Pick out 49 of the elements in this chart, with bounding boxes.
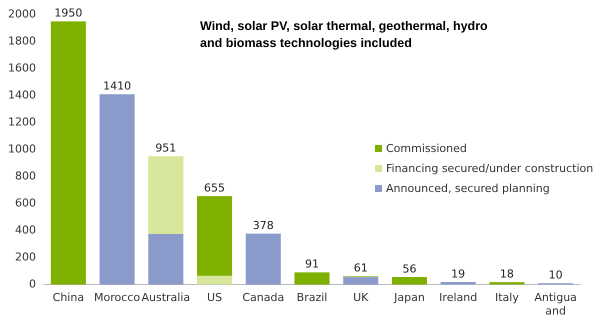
x-tick-label: UK xyxy=(353,291,370,304)
total-label: 1950 xyxy=(54,6,82,20)
total-label: 61 xyxy=(354,262,368,275)
annotation: Wind, solar PV, solar thermal, geothermal, hydro and biomass technologies included xyxy=(200,18,489,52)
total-label: 951 xyxy=(155,142,176,155)
total-label: 378 xyxy=(252,218,274,232)
legend-label: Announced, secured planning xyxy=(386,182,550,194)
x-tick-label: China xyxy=(52,291,84,304)
legend-label: Commissioned xyxy=(386,142,467,154)
bar xyxy=(50,21,86,285)
bar xyxy=(148,156,184,234)
x-tick-label: Italy xyxy=(494,291,520,304)
bar xyxy=(246,234,281,285)
y-tick-label: 0 xyxy=(28,277,36,290)
total-label: 56 xyxy=(402,262,416,276)
bar xyxy=(197,196,232,276)
bar xyxy=(440,282,476,285)
y-tick-label: 200 xyxy=(14,250,36,264)
x-tick-label: Canada xyxy=(242,291,284,304)
y-tick-label: 1200 xyxy=(8,115,36,128)
x-tick-label: Ireland xyxy=(439,291,478,304)
total-label: 10 xyxy=(548,268,563,282)
total-label: 19 xyxy=(451,267,466,280)
x-tick-label: Morocco xyxy=(94,291,140,304)
y-tick-label: 800 xyxy=(14,169,36,182)
x-tick-label: US xyxy=(207,291,222,304)
total-label: 91 xyxy=(304,258,319,271)
bar xyxy=(392,277,427,285)
x-tick-label: Antigua and xyxy=(534,291,577,318)
bar xyxy=(489,282,524,285)
y-tick-label: 400 xyxy=(14,223,36,236)
y-tick-label: 1400 xyxy=(8,88,36,102)
x-tick-label: Brazil xyxy=(296,291,328,304)
total-label: 655 xyxy=(204,182,226,195)
y-tick-label: 600 xyxy=(14,196,36,210)
bar xyxy=(148,234,184,285)
bar xyxy=(343,277,378,285)
y-tick-label: 1800 xyxy=(8,34,36,48)
bar xyxy=(294,272,330,285)
x-tick-label: Australia xyxy=(141,291,190,304)
legend-label: Financing secured/under construction xyxy=(386,162,594,174)
y-tick-label: 1000 xyxy=(8,142,36,156)
bar xyxy=(197,276,232,285)
total-label: 18 xyxy=(500,268,514,281)
x-tick-label: Japan xyxy=(393,291,425,304)
total-label: 1410 xyxy=(103,80,132,93)
y-tick-label: 1600 xyxy=(8,61,36,74)
y-tick-label: 2000 xyxy=(8,7,36,20)
bar xyxy=(100,94,135,285)
